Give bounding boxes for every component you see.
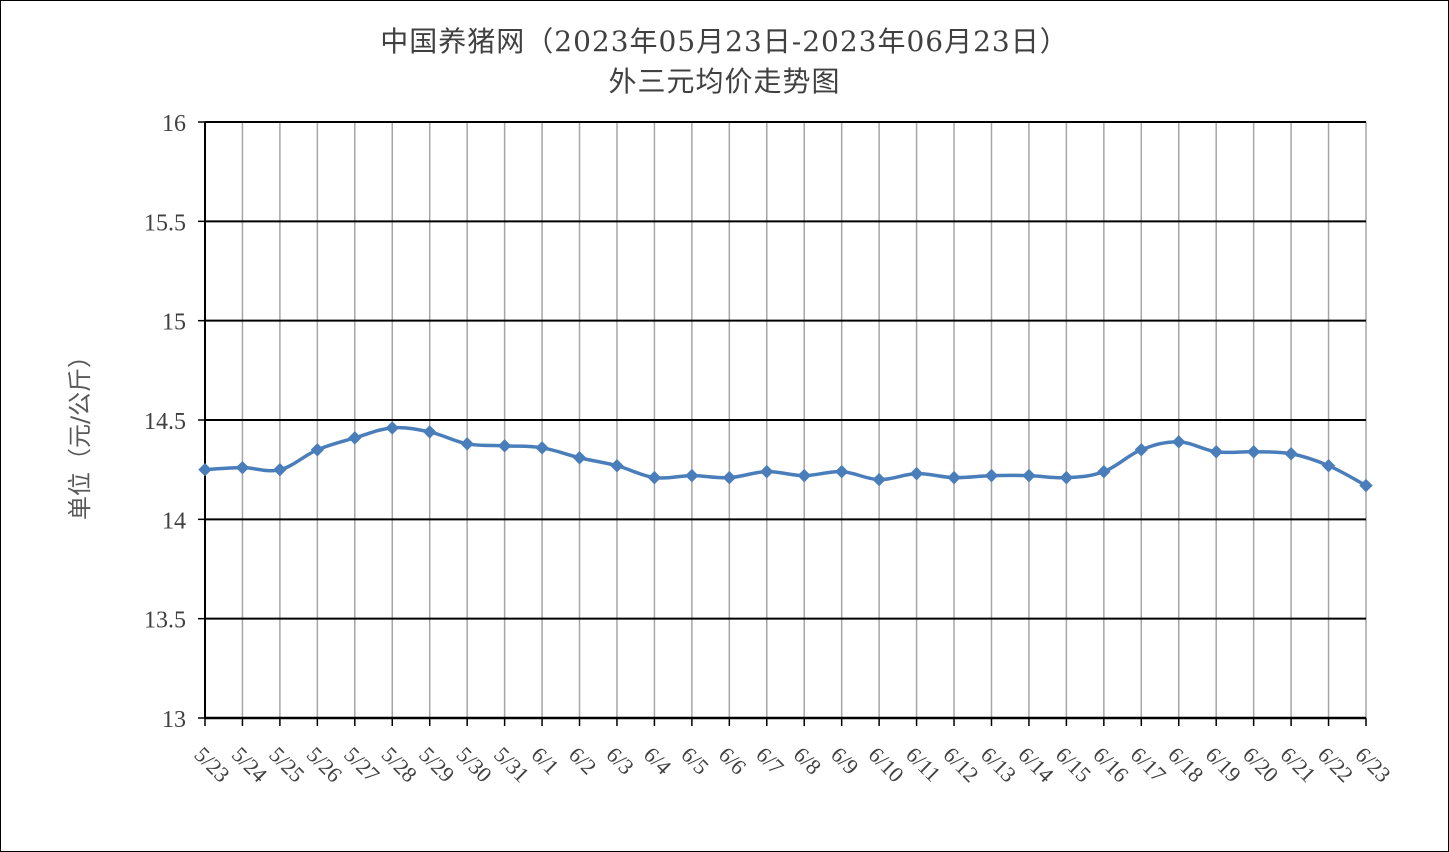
x-tick-label: 5/24 [227, 742, 272, 787]
x-tick-label: 6/16 [1088, 742, 1133, 787]
data-point [834, 464, 849, 479]
data-point [1172, 435, 1186, 449]
data-point [797, 468, 811, 483]
x-tick-label: 5/31 [489, 742, 534, 787]
x-tick-label: 5/27 [339, 742, 384, 787]
data-point [760, 464, 774, 479]
chart-subtitle: 外三元均价走势图 [608, 65, 841, 98]
data-point [1097, 464, 1111, 479]
data-point [348, 431, 362, 445]
y-tick-label: 15.5 [144, 210, 186, 236]
data-point [310, 443, 325, 457]
x-tick-label: 6/17 [1126, 742, 1171, 787]
x-tick-label: 6/11 [901, 742, 946, 787]
series [198, 421, 1373, 493]
y-axis-ticks: 13 13.5 14 14.5 15 15.5 16 [144, 111, 186, 733]
data-point [572, 451, 587, 465]
x-tick-label: 6/10 [864, 742, 909, 787]
x-axis-ticks: 5/235/245/255/265/275/285/295/305/316/1 6… [189, 742, 1395, 787]
x-tick-label: 5/23 [189, 742, 234, 787]
data-point [1134, 443, 1148, 457]
data-point [1209, 445, 1223, 459]
grid [205, 121, 1367, 718]
data-point [535, 441, 549, 455]
x-tick-label: 6/8 [789, 742, 827, 780]
series-line [204, 425, 1367, 488]
data-point [947, 470, 961, 485]
y-tick-label: 16 [162, 111, 186, 137]
x-tick-label: 6/21 [1276, 742, 1321, 787]
data-point [273, 462, 287, 477]
x-tick-label: 6/7 [751, 742, 789, 780]
data-point [1246, 445, 1261, 459]
x-tick-label: 6/12 [938, 742, 983, 787]
y-tick-label: 14 [162, 508, 186, 534]
data-point [909, 466, 924, 481]
data-point [647, 470, 662, 485]
axes [198, 121, 1367, 726]
x-tick-label: 5/29 [414, 742, 459, 787]
x-tick-label: 6/23 [1350, 742, 1395, 787]
x-tick-label: 6/13 [976, 742, 1021, 787]
x-tick-label: 6/6 [714, 742, 752, 780]
x-tick-label: 6/1 [527, 742, 565, 780]
data-point [1359, 478, 1373, 493]
data-point [1284, 447, 1298, 461]
data-point [235, 460, 250, 475]
chart-title: 中国养猪网（2023年05月23日-2023年06月23日） [380, 25, 1069, 58]
x-tick-label: 5/28 [377, 742, 422, 787]
data-point [1321, 458, 1336, 473]
x-tick-label: 5/26 [302, 742, 347, 787]
data-point [984, 468, 999, 483]
y-tick-label: 13 [162, 707, 186, 733]
data-point [610, 458, 624, 473]
x-tick-label: 6/22 [1313, 742, 1358, 787]
x-tick-label: 6/9 [826, 742, 864, 780]
x-tick-label: 6/14 [1013, 742, 1058, 787]
x-tick-label: 6/15 [1051, 742, 1096, 787]
x-tick-label: 6/20 [1238, 742, 1283, 787]
data-point [872, 472, 886, 487]
y-axis-label: 单位（元/公斤） [66, 344, 94, 520]
data-point [685, 468, 699, 483]
x-tick-label: 5/25 [264, 742, 309, 787]
data-point [1022, 468, 1036, 483]
data-point [1059, 470, 1074, 485]
x-tick-label: 6/2 [564, 742, 602, 780]
x-tick-label: 6/5 [676, 742, 714, 780]
data-point [198, 462, 212, 477]
data-point [497, 439, 512, 453]
x-tick-label: 6/18 [1163, 742, 1208, 787]
y-tick-label: 13.5 [144, 608, 186, 634]
data-point [385, 421, 399, 435]
x-tick-label: 6/4 [639, 742, 677, 780]
x-tick-label: 6/3 [601, 742, 639, 780]
data-point [423, 425, 437, 439]
data-point [460, 437, 474, 451]
x-tick-label: 6/19 [1201, 742, 1246, 787]
x-tick-label: 5/30 [452, 742, 497, 787]
data-point [722, 470, 737, 485]
y-tick-label: 15 [162, 310, 186, 336]
y-tick-label: 14.5 [144, 409, 186, 435]
